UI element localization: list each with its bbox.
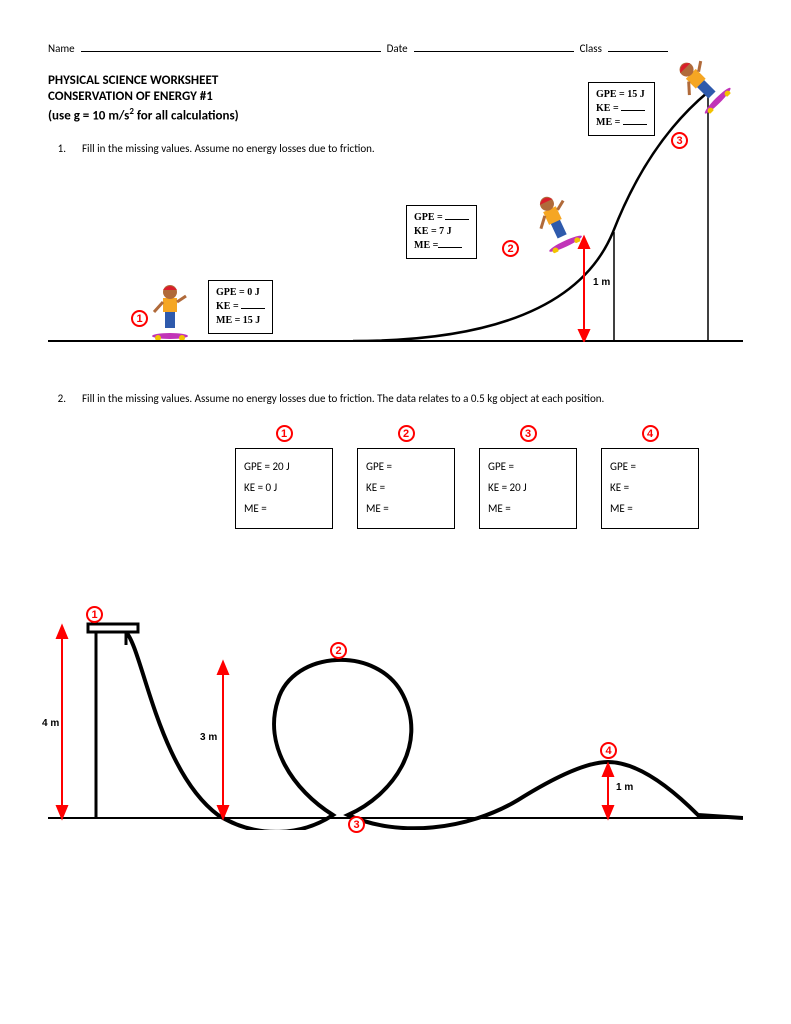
q2-marker-1: 1 — [276, 425, 293, 442]
energy-box-2: GPE = KE = 7 J ME = — [406, 205, 477, 259]
q2-marker-2: 2 — [398, 425, 415, 442]
name-blank[interactable] — [81, 40, 381, 52]
gpe2-blank[interactable] — [445, 212, 469, 220]
q2-col-1: 1 GPE = 20 J KE = 0 J ME = — [235, 425, 333, 529]
date-blank[interactable] — [414, 40, 574, 52]
dim-1m: 1 m — [616, 782, 633, 793]
dim-1m: 1 m — [593, 277, 610, 288]
coaster-svg — [48, 590, 743, 830]
question-2: 2. Fill in the missing values. Assume no… — [48, 392, 728, 405]
name-label: Name — [48, 42, 75, 55]
marker-2: 2 — [502, 240, 519, 257]
energy-box-3: GPE = 15 J KE = ME = — [588, 82, 655, 136]
coaster-marker-3: 3 — [348, 816, 365, 833]
skater-1-icon — [148, 282, 192, 340]
class-label: Class — [580, 42, 602, 55]
q2-data-boxes: 1 GPE = 20 J KE = 0 J ME = 2 GPE = KE = … — [235, 425, 699, 529]
dim-3m: 3 m — [200, 732, 217, 743]
q2-marker-4: 4 — [642, 425, 659, 442]
class-blank[interactable] — [608, 40, 668, 52]
ke1-blank[interactable] — [241, 301, 265, 309]
header-fields: Name Date Class — [48, 40, 743, 55]
date-label: Date — [387, 42, 408, 55]
q2-marker-3: 3 — [520, 425, 537, 442]
coaster-marker-1: 1 — [86, 606, 103, 623]
energy-box-1: GPE = 0 J KE = ME = 15 J — [208, 280, 273, 334]
marker-1: 1 — [131, 310, 148, 327]
diagram-1-ramp: GPE = 0 J KE = ME = 15 J GPE = KE = 7 J … — [48, 82, 743, 342]
dim-4m: 4 m — [42, 718, 59, 729]
me3-blank[interactable] — [623, 117, 647, 125]
q2-text: Fill in the missing values. Assume no en… — [82, 392, 604, 405]
ke3-blank[interactable] — [621, 103, 645, 111]
q2-col-2: 2 GPE = KE = ME = — [357, 425, 455, 529]
q2-number: 2. — [48, 392, 66, 405]
marker-3: 3 — [671, 132, 688, 149]
q2-col-3: 3 GPE = KE = 20 J ME = — [479, 425, 577, 529]
q2-col-4: 4 GPE = KE = ME = — [601, 425, 699, 529]
coaster-marker-2: 2 — [330, 642, 347, 659]
coaster-marker-4: 4 — [600, 742, 617, 759]
me2-blank[interactable] — [438, 240, 462, 248]
diagram-2-coaster: 1 2 3 4 4 m 3 m 1 m — [48, 590, 743, 830]
